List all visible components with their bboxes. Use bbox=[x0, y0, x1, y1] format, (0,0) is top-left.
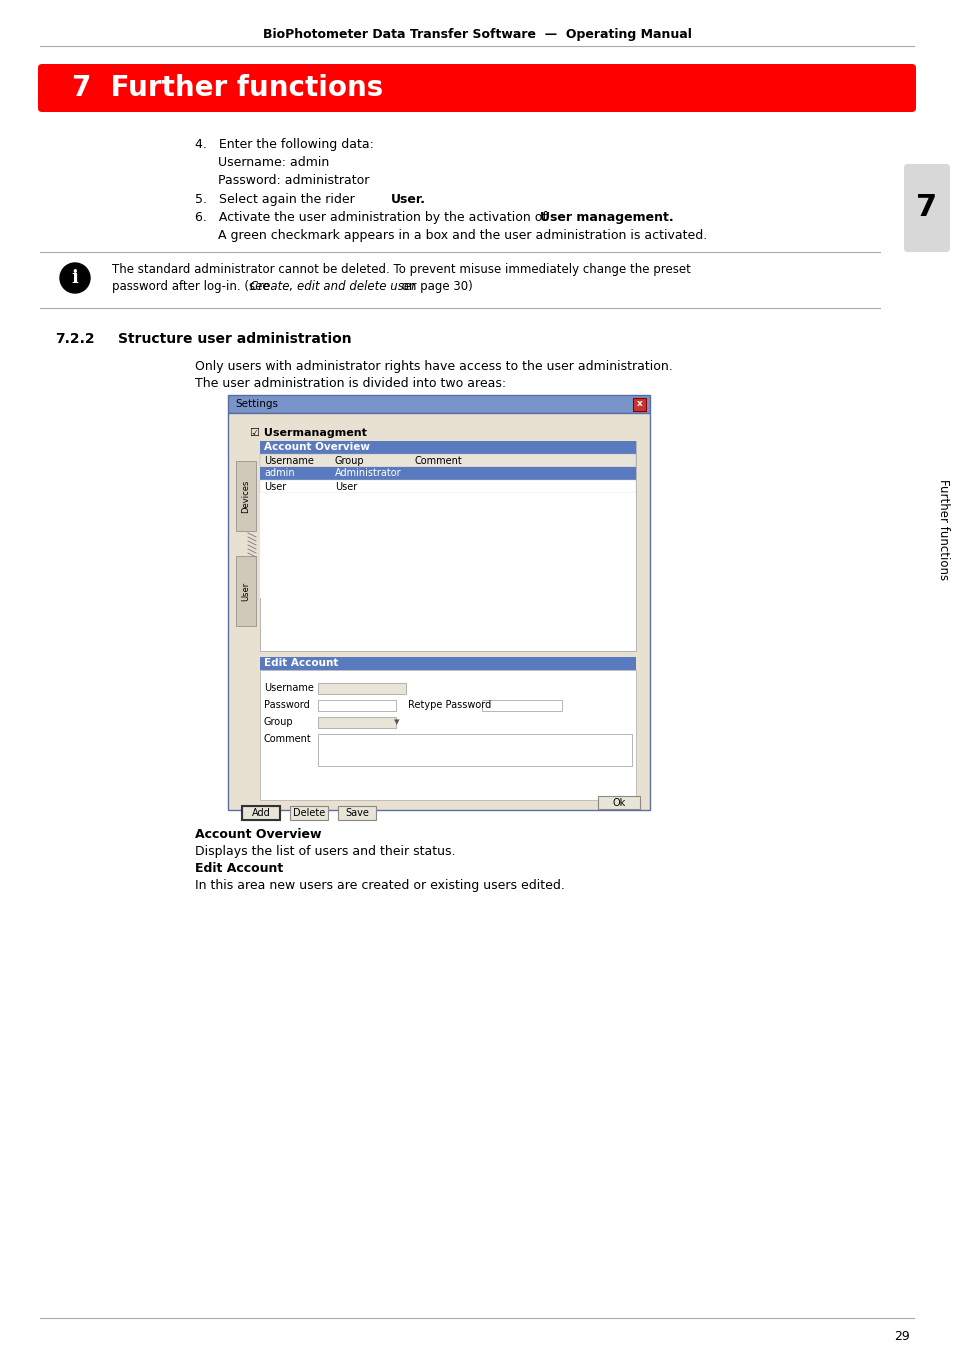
Text: Password: administrator: Password: administrator bbox=[218, 174, 369, 188]
Text: ▾: ▾ bbox=[394, 717, 399, 728]
Bar bbox=[317, 701, 395, 711]
Text: 4.   Enter the following data:: 4. Enter the following data: bbox=[194, 138, 374, 151]
Bar bbox=[598, 796, 639, 809]
Text: Comment: Comment bbox=[415, 455, 462, 466]
Text: ☑ Usermanagment: ☑ Usermanagment bbox=[250, 428, 367, 437]
Text: Administrator: Administrator bbox=[335, 468, 401, 478]
FancyBboxPatch shape bbox=[903, 163, 949, 252]
Text: Displays the list of users and their status.: Displays the list of users and their sta… bbox=[194, 845, 455, 859]
Bar bbox=[317, 717, 395, 728]
Bar bbox=[235, 460, 255, 531]
Text: User management.: User management. bbox=[539, 211, 673, 224]
Text: 5.   Select again the rider: 5. Select again the rider bbox=[194, 193, 358, 207]
Bar bbox=[260, 657, 636, 670]
Bar bbox=[481, 701, 561, 711]
Text: Edit Account: Edit Account bbox=[194, 863, 283, 875]
Text: Settings: Settings bbox=[234, 400, 277, 409]
Text: Save: Save bbox=[345, 809, 369, 818]
Text: User: User bbox=[264, 482, 286, 491]
Text: 6.   Activate the user administration by the activation of: 6. Activate the user administration by t… bbox=[194, 211, 555, 224]
Bar bbox=[260, 441, 636, 651]
Bar bbox=[260, 454, 636, 467]
Text: Account Overview: Account Overview bbox=[264, 443, 370, 452]
Text: Edit Account: Edit Account bbox=[264, 659, 338, 668]
Text: Password: Password bbox=[264, 701, 310, 710]
Bar bbox=[228, 413, 649, 810]
Bar bbox=[337, 806, 375, 819]
Bar bbox=[260, 441, 636, 454]
Text: Username: admin: Username: admin bbox=[218, 157, 329, 169]
Text: Only users with administrator rights have access to the user administration.: Only users with administrator rights hav… bbox=[194, 360, 672, 373]
Text: The standard administrator cannot be deleted. To prevent misuse immediately chan: The standard administrator cannot be del… bbox=[112, 263, 690, 275]
Text: User: User bbox=[335, 482, 356, 491]
Bar bbox=[317, 683, 406, 694]
Bar bbox=[260, 481, 636, 493]
Text: Username: Username bbox=[264, 455, 314, 466]
Bar bbox=[228, 396, 649, 413]
Text: Username: Username bbox=[264, 683, 314, 693]
Text: Comment: Comment bbox=[264, 734, 312, 744]
Text: 7: 7 bbox=[916, 193, 937, 223]
Text: Add: Add bbox=[252, 809, 270, 818]
Text: User.: User. bbox=[391, 193, 426, 207]
FancyBboxPatch shape bbox=[38, 63, 915, 112]
Text: on page 30): on page 30) bbox=[397, 279, 473, 293]
Text: Further functions: Further functions bbox=[937, 479, 949, 580]
Bar bbox=[242, 806, 280, 819]
Text: Create, edit and delete user: Create, edit and delete user bbox=[250, 279, 416, 293]
Bar bbox=[260, 493, 636, 598]
Text: 7.2.2: 7.2.2 bbox=[55, 332, 94, 346]
Bar bbox=[260, 467, 636, 481]
Text: Account Overview: Account Overview bbox=[194, 828, 321, 841]
Text: Ok: Ok bbox=[612, 798, 625, 807]
Text: User: User bbox=[241, 582, 251, 601]
Text: i: i bbox=[71, 269, 78, 288]
Text: The user administration is divided into two areas:: The user administration is divided into … bbox=[194, 377, 506, 390]
Text: 29: 29 bbox=[893, 1330, 909, 1343]
Bar bbox=[633, 398, 645, 410]
Bar bbox=[242, 806, 280, 819]
Text: x: x bbox=[637, 400, 642, 409]
Text: Structure user administration: Structure user administration bbox=[118, 332, 352, 346]
Text: BioPhotometer Data Transfer Software  —  Operating Manual: BioPhotometer Data Transfer Software — O… bbox=[262, 28, 691, 40]
Bar bbox=[235, 556, 255, 626]
Text: password after log-in. (see: password after log-in. (see bbox=[112, 279, 274, 293]
Bar bbox=[260, 670, 636, 801]
Circle shape bbox=[60, 263, 90, 293]
Text: admin: admin bbox=[264, 468, 294, 478]
Bar bbox=[317, 734, 631, 765]
Text: Devices: Devices bbox=[241, 479, 251, 513]
Text: Delete: Delete bbox=[293, 809, 325, 818]
Text: 7  Further functions: 7 Further functions bbox=[71, 74, 383, 103]
Text: A green checkmark appears in a box and the user administration is activated.: A green checkmark appears in a box and t… bbox=[218, 230, 706, 242]
Text: In this area new users are created or existing users edited.: In this area new users are created or ex… bbox=[194, 879, 564, 892]
Text: Group: Group bbox=[264, 717, 294, 728]
Bar bbox=[290, 806, 328, 819]
Text: Group: Group bbox=[335, 455, 364, 466]
Text: Retype Password: Retype Password bbox=[408, 701, 491, 710]
